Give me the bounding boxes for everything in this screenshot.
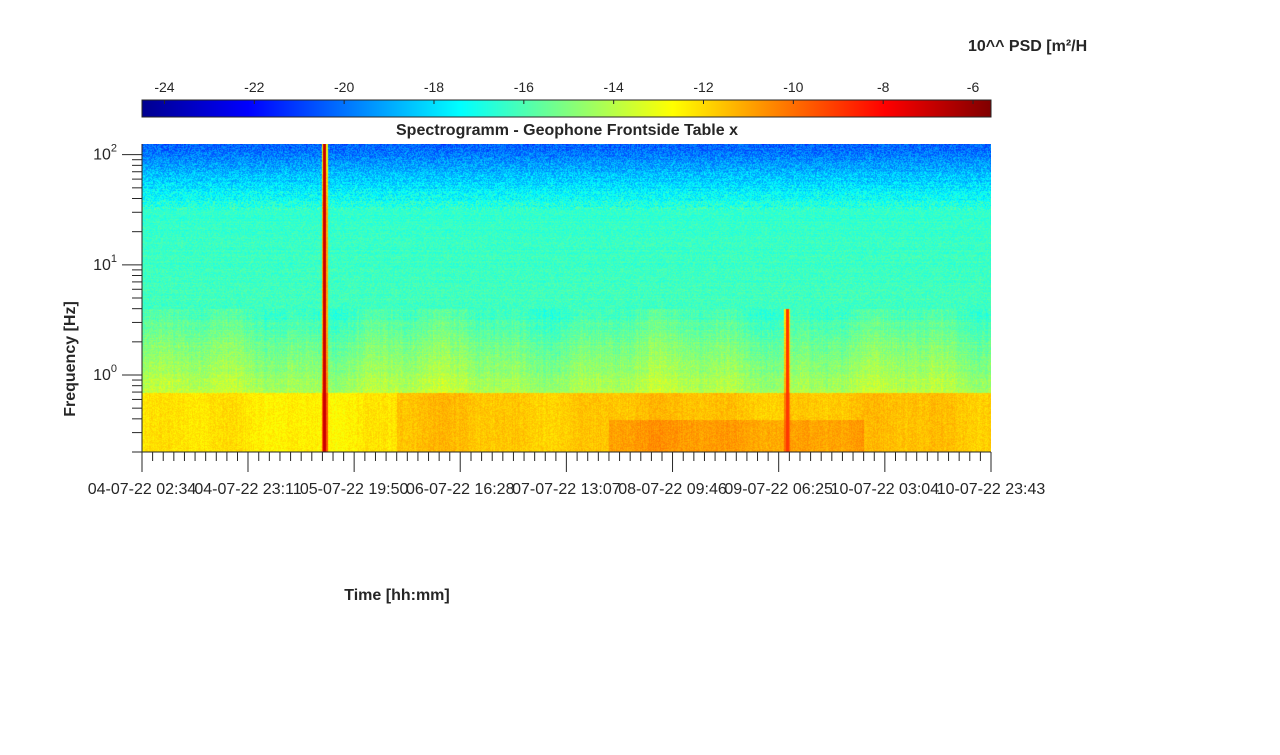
x-tick-label: 10-07-22 03:04 (831, 481, 940, 498)
colorbar-label: 10^^ PSD [m²/H (968, 38, 1087, 55)
colorbar-gradient (141, 99, 992, 118)
colorbar-tick-label: -14 (604, 79, 624, 95)
colorbar: -24 -22 -20 -18 -16 -14 -12 -10 -8 -6 (141, 79, 992, 118)
colorbar-tick-label: -12 (693, 79, 713, 95)
x-tick-label: 05-07-22 19:50 (300, 481, 409, 498)
x-tick-label: 08-07-22 09:46 (618, 481, 727, 498)
x-tick-label: 10-07-22 23:43 (937, 481, 1046, 498)
x-tick-label: 04-07-22 23:11 (194, 481, 301, 498)
y-tick-label: 102 (93, 143, 117, 164)
x-tick-label: 04-07-22 02:34 (88, 481, 197, 498)
colorbar-tick-label: -24 (154, 79, 174, 95)
x-axis-label: Time [hh:mm] (344, 587, 449, 604)
y-tick-label: 101 (93, 253, 117, 274)
colorbar-tick-label: -8 (877, 79, 890, 95)
colorbar-tick-label: -18 (424, 79, 444, 95)
chart-title: Spectrogramm - Geophone Frontside Table … (396, 122, 738, 139)
y-tick-label: 100 (93, 363, 117, 384)
colorbar-tick-label: -6 (967, 79, 980, 95)
colorbar-tick-label: -16 (514, 79, 534, 95)
spectrogram-image (142, 144, 991, 452)
colorbar-tick-label: -10 (783, 79, 803, 95)
x-tick-label: 07-07-22 13:07 (512, 481, 621, 498)
colorbar-tick-label: -20 (334, 79, 354, 95)
colorbar-tick-label: -22 (244, 79, 264, 95)
y-axis-label: Frequency [Hz] (62, 301, 79, 417)
x-tick-label: 09-07-22 06:25 (724, 481, 833, 498)
x-tick-label: 06-07-22 16:28 (406, 481, 515, 498)
